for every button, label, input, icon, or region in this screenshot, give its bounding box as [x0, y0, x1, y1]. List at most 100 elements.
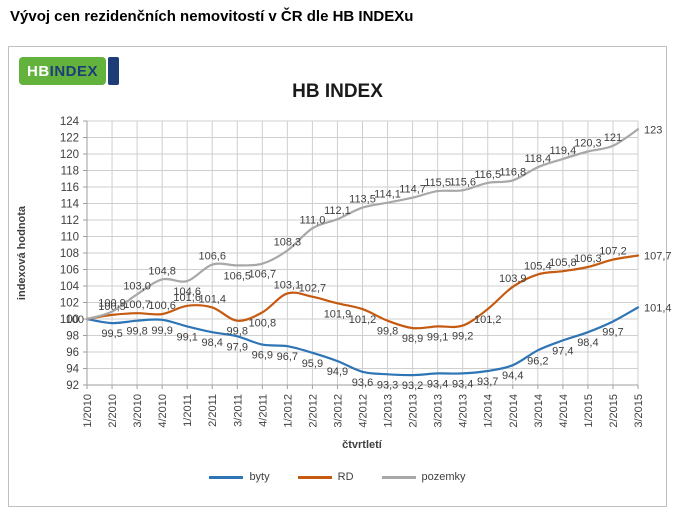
- data-label-RD: 100,7: [123, 299, 151, 311]
- data-label-byty: 96,7: [277, 351, 298, 363]
- data-label-pozemky: 106,5: [224, 270, 252, 282]
- data-label-byty: 100: [66, 314, 84, 326]
- data-label-RD: 106,3: [574, 253, 602, 265]
- x-tick-label: 3/2012: [332, 394, 344, 428]
- data-label-pozemky: 106,7: [249, 269, 277, 281]
- hb-index-logo-plate: HB INDEX: [19, 57, 107, 85]
- data-label-byty: 97,4: [552, 345, 573, 357]
- data-label-RD: 101,9: [324, 308, 352, 320]
- x-tick-label: 2/2011: [207, 394, 219, 427]
- data-label-RD: 107,7: [644, 250, 672, 262]
- data-label-byty: 96,2: [527, 355, 548, 367]
- legend-label-byty: byty: [249, 471, 270, 483]
- data-label-byty: 94,4: [502, 370, 523, 382]
- y-tick-label: 94: [66, 364, 79, 376]
- x-tick-label: 1/2015: [583, 394, 595, 428]
- data-label-byty: 96,9: [252, 350, 273, 362]
- chart-legend: byty RD pozemky: [9, 471, 666, 483]
- x-tick-label: 1/2014: [483, 394, 495, 428]
- logo-text-hb: HB: [27, 62, 50, 80]
- x-tick-label: 4/2013: [458, 394, 470, 428]
- data-label-RD: 99,2: [452, 331, 473, 343]
- x-axis-title: čtvrtletí: [342, 439, 382, 451]
- y-tick-label: 98: [66, 331, 79, 343]
- data-label-pozemky: 118,4: [524, 153, 551, 165]
- data-label-RD: 98,9: [402, 333, 423, 345]
- data-label-pozemky: 115,6: [449, 176, 476, 188]
- x-tick-label: 1/2011: [182, 394, 194, 427]
- data-label-byty: 101,4: [644, 302, 672, 314]
- series-line-RD: [85, 254, 640, 330]
- data-label-RD: 100,5: [98, 301, 126, 313]
- y-tick-label: 100: [60, 314, 79, 326]
- data-label-byty: 99,9: [151, 325, 172, 337]
- data-label-RD: 99,8: [227, 326, 248, 338]
- chart-card: HB INDEX HB INDEX indexová hodnota 92 94 96…: [8, 46, 672, 507]
- data-label-byty: 99,1: [176, 331, 197, 343]
- series-line-byty: [85, 306, 640, 377]
- y-tick-label: 110: [61, 232, 79, 244]
- data-label-pozemky: 121: [604, 132, 622, 144]
- data-label-RD: 101,2: [474, 314, 502, 326]
- data-label-RD: 103,1: [274, 279, 302, 291]
- x-tick-label: 3/2011: [232, 394, 244, 427]
- data-label-byty: 98,4: [202, 337, 223, 349]
- data-label-pozemky: 116,5: [474, 169, 501, 181]
- x-tick-label: 1/2010: [82, 394, 94, 428]
- line-chart-plot: 92 94 96 98 100 102 104 106 108 110 112 114 116 118 12…: [60, 116, 672, 428]
- data-label-pozemky: 119,4: [550, 145, 577, 157]
- y-tick-label: 108: [60, 248, 79, 260]
- y-tick-label: 92: [66, 380, 79, 392]
- data-label-byty: 93,6: [352, 377, 373, 389]
- data-label-pozemky: 123: [644, 124, 662, 136]
- legend-label-RD: RD: [337, 471, 354, 483]
- data-label-RD: 99,8: [377, 326, 398, 338]
- data-label-RD: 105,4: [524, 260, 552, 272]
- x-tick-label: 1/2013: [383, 394, 395, 428]
- logo-navy-bar: [108, 57, 120, 85]
- x-tick-label: 3/2014: [533, 394, 545, 428]
- y-tick-label: 124: [60, 116, 80, 128]
- y-tick-label: 104: [60, 281, 80, 293]
- data-label-RD: 100,8: [249, 317, 277, 329]
- legend-item-byty: byty: [209, 471, 270, 483]
- data-label-pozemky: 108,3: [274, 237, 302, 249]
- y-tick-label: 114: [61, 199, 80, 211]
- data-label-byty: 98,4: [577, 337, 598, 349]
- data-label-pozemky: 115,5: [424, 177, 451, 189]
- data-label-byty: 97,9: [227, 341, 248, 353]
- legend-line-sample-pozemky: [381, 475, 416, 479]
- x-tick-label: 3/2013: [433, 394, 445, 428]
- data-label-pozemky: 104,6: [173, 286, 201, 298]
- data-label-RD: 102,7: [299, 283, 327, 295]
- x-tick-label: 2/2013: [408, 394, 420, 428]
- data-label-pozemky: 103,0: [123, 280, 151, 292]
- x-tick-label: 3/2010: [132, 394, 144, 428]
- series-line-pozemky: [85, 128, 640, 321]
- data-label-byty: 94,9: [327, 366, 348, 378]
- y-tick-label: 120: [60, 149, 79, 161]
- y-tick-label: 102: [60, 298, 79, 310]
- data-label-RD: 107,2: [599, 246, 627, 258]
- legend-item-pozemky: pozemky: [381, 471, 466, 483]
- data-label-pozemky: 114,7: [399, 184, 426, 196]
- hb-index-logo: HB INDEX: [19, 57, 120, 85]
- data-label-RD: 101,6: [173, 292, 201, 304]
- data-label-RD: 103,9: [499, 273, 527, 285]
- data-label-byty: 93,4: [427, 378, 448, 390]
- x-tick-label: 2/2015: [608, 394, 620, 428]
- y-tick-label: 96: [66, 347, 79, 359]
- data-label-pozemky: 111,0: [299, 214, 325, 226]
- data-label-byty: 93,4: [452, 378, 473, 390]
- page-title: Vývoj cen rezidenčních nemovitostí v ČR …: [10, 8, 414, 25]
- y-tick-label: 112: [61, 215, 79, 227]
- x-tick-label: 2/2014: [508, 394, 520, 428]
- x-tick-label: 4/2011: [257, 394, 269, 427]
- data-label-byty: 93,3: [377, 379, 398, 391]
- data-label-byty: 95,9: [302, 358, 323, 370]
- x-tick-label: 4/2010: [157, 394, 169, 428]
- y-tick-label: 122: [60, 133, 79, 145]
- x-tick-label: 4/2012: [358, 394, 370, 428]
- data-label-RD: 101,4: [198, 293, 226, 305]
- y-tick-label: 118: [61, 166, 79, 178]
